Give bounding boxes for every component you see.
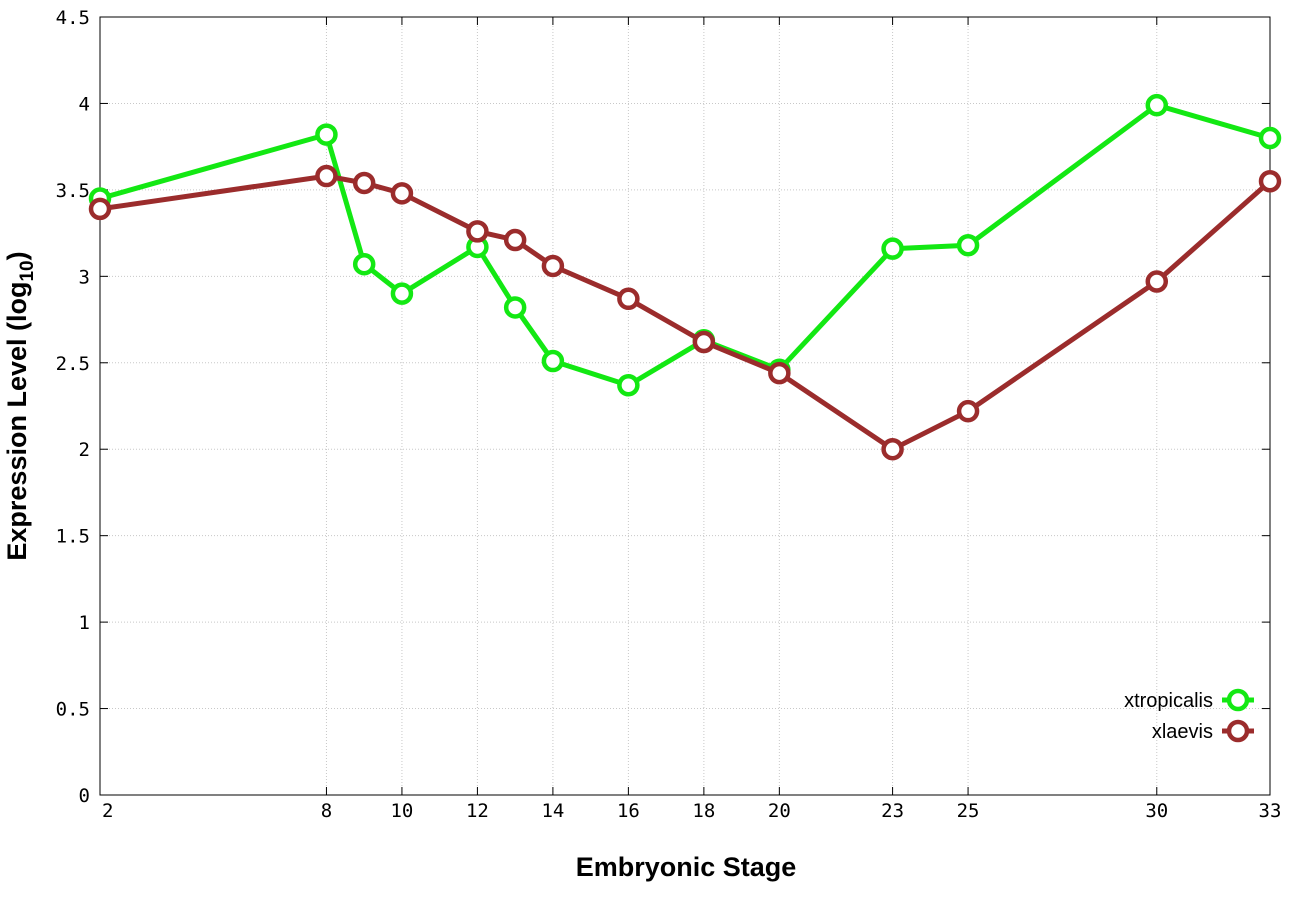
y-tick-label: 0 [79, 785, 90, 807]
series-lines [88, 93, 1282, 461]
x-tick-label: 16 [617, 800, 640, 822]
x-tick-label: 14 [541, 800, 564, 822]
x-tick-label: 18 [692, 800, 715, 822]
series-xtropicalis [88, 93, 1282, 397]
y-tick-label: 1.5 [56, 526, 90, 548]
x-tick-label: 23 [881, 800, 904, 822]
y-tick-label: 3.5 [56, 180, 90, 202]
x-tick-label: 10 [390, 800, 413, 822]
data-point [1258, 169, 1282, 193]
legend: xtropicalis xlaevis [1124, 688, 1254, 743]
x-tick-label: 33 [1259, 800, 1282, 822]
data-point [956, 399, 980, 423]
y-tick-label: 3 [79, 266, 90, 288]
data-point [617, 374, 640, 397]
legend-label-xlaevis: xlaevis [1152, 721, 1213, 743]
plot-frame [99, 16, 1271, 796]
data-point [541, 254, 565, 278]
grid-lines [100, 17, 1270, 795]
data-point [692, 330, 716, 354]
x-tick-label: 30 [1145, 800, 1168, 822]
data-point [88, 197, 112, 221]
data-point [503, 228, 527, 252]
data-point [315, 123, 338, 146]
data-point [466, 220, 489, 243]
data-point [352, 252, 376, 276]
data-point [1258, 126, 1282, 150]
data-point [617, 287, 640, 311]
data-point [881, 437, 904, 461]
series-xlaevis [88, 164, 1282, 461]
y-tick-label: 4 [79, 93, 90, 115]
y-axis-title-subscript: 10 [17, 260, 38, 281]
data-point [1145, 93, 1169, 117]
x-tick-label: 12 [466, 800, 489, 822]
series-line-xlaevis [99, 173, 1272, 452]
data-point [881, 237, 904, 260]
y-axis-title-close: ) [2, 251, 32, 260]
y-axis-title-main: Expression Level (log [2, 282, 32, 561]
data-point [768, 361, 791, 385]
data-point [390, 182, 414, 205]
y-tick-label: 0.5 [56, 699, 90, 721]
data-point [956, 233, 980, 257]
x-tick-label: 2 [102, 800, 113, 822]
data-point [1145, 270, 1169, 293]
data-point [390, 282, 414, 305]
data-point [541, 349, 565, 373]
y-axis-title: Expression Level (log10) [2, 251, 38, 560]
y-tick-label: 2.5 [56, 353, 90, 375]
x-tick-label: 25 [957, 800, 980, 822]
y-tick-label: 1 [79, 612, 90, 634]
data-point [503, 296, 527, 319]
y-tick-label: 4.5 [56, 7, 90, 29]
axis-ticks: 0 0.5 1 1.5 2 2.5 3 3.5 4 4.5 2 8 10 12 14 16 18 20 23 25 30… [56, 7, 1282, 822]
legend-marker-xlaevis [1226, 719, 1250, 743]
y-tick-label: 2 [79, 439, 90, 461]
x-axis-title: Embryonic Stage [576, 852, 797, 882]
legend-marker-xtropicalis [1226, 688, 1250, 712]
x-tick-label: 20 [768, 800, 791, 822]
data-point [315, 164, 338, 188]
legend-label-xtropicalis: xtropicalis [1124, 690, 1213, 712]
series-line-xtropicalis [99, 102, 1271, 388]
x-tick-label: 8 [321, 800, 332, 822]
data-point [352, 171, 376, 195]
